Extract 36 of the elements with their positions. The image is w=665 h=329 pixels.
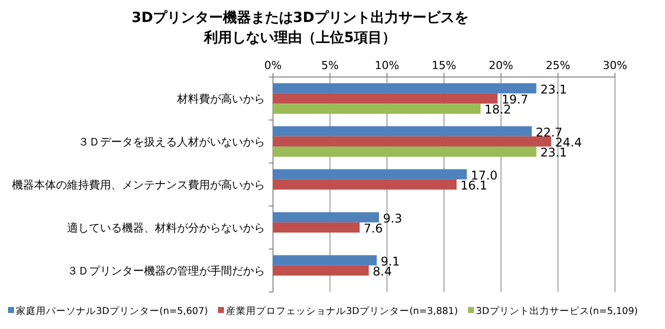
bar bbox=[273, 104, 480, 114]
bar bbox=[273, 126, 532, 136]
x-tick-label: 30% bbox=[602, 59, 628, 72]
x-tick-label: 15% bbox=[432, 59, 456, 72]
x-tick-label: 20% bbox=[488, 59, 514, 72]
chart-subtitle: 利用しない理由（上位5項目） bbox=[203, 30, 396, 46]
bar bbox=[273, 146, 536, 157]
bar bbox=[273, 83, 536, 94]
x-tick-label: 0% bbox=[264, 59, 282, 72]
legend-label: 3Dプリント出力サービス(n=5,109) bbox=[476, 305, 638, 317]
data-label: 9.3 bbox=[383, 211, 402, 226]
chart-title: 3Dプリンター機器または3Dプリント出力サービスを bbox=[132, 9, 468, 26]
data-label: 16.1 bbox=[460, 178, 488, 192]
legend-label: 産業用プロフェッショナル3Dプリンター(n=3,881) bbox=[226, 305, 458, 317]
data-label: 7.6 bbox=[364, 222, 383, 236]
bar bbox=[273, 169, 467, 180]
data-label: 18.2 bbox=[484, 102, 512, 117]
x-tick-label: 25% bbox=[546, 59, 570, 72]
data-label: 23.1 bbox=[540, 146, 568, 160]
bar bbox=[273, 212, 380, 222]
bar bbox=[273, 222, 360, 233]
y-tick-label: ３Ｄプリンター機器の管理が手間だから bbox=[67, 264, 265, 278]
bar bbox=[273, 255, 377, 266]
legend-label: 家庭用パーソナル3Dプリンター(n=5,607) bbox=[16, 305, 208, 317]
x-tick-label: 10% bbox=[374, 59, 400, 72]
y-tick-label: 機器本体の維持費用、メンテナンス費用が高いから bbox=[12, 178, 265, 192]
y-tick-label: ３Ｄデータを扱える人材がいないから bbox=[78, 136, 265, 148]
bar bbox=[273, 136, 552, 147]
bar bbox=[273, 179, 457, 190]
y-tick-label: 材料費が高いから bbox=[176, 92, 265, 106]
bar bbox=[273, 93, 498, 104]
y-tick-label: 適している機器、材料が分からないから bbox=[67, 222, 265, 234]
bar bbox=[273, 265, 369, 276]
data-label: 8.4 bbox=[372, 264, 392, 278]
x-tick-label: 5% bbox=[321, 59, 339, 72]
data-label: 23.1 bbox=[540, 82, 568, 96]
